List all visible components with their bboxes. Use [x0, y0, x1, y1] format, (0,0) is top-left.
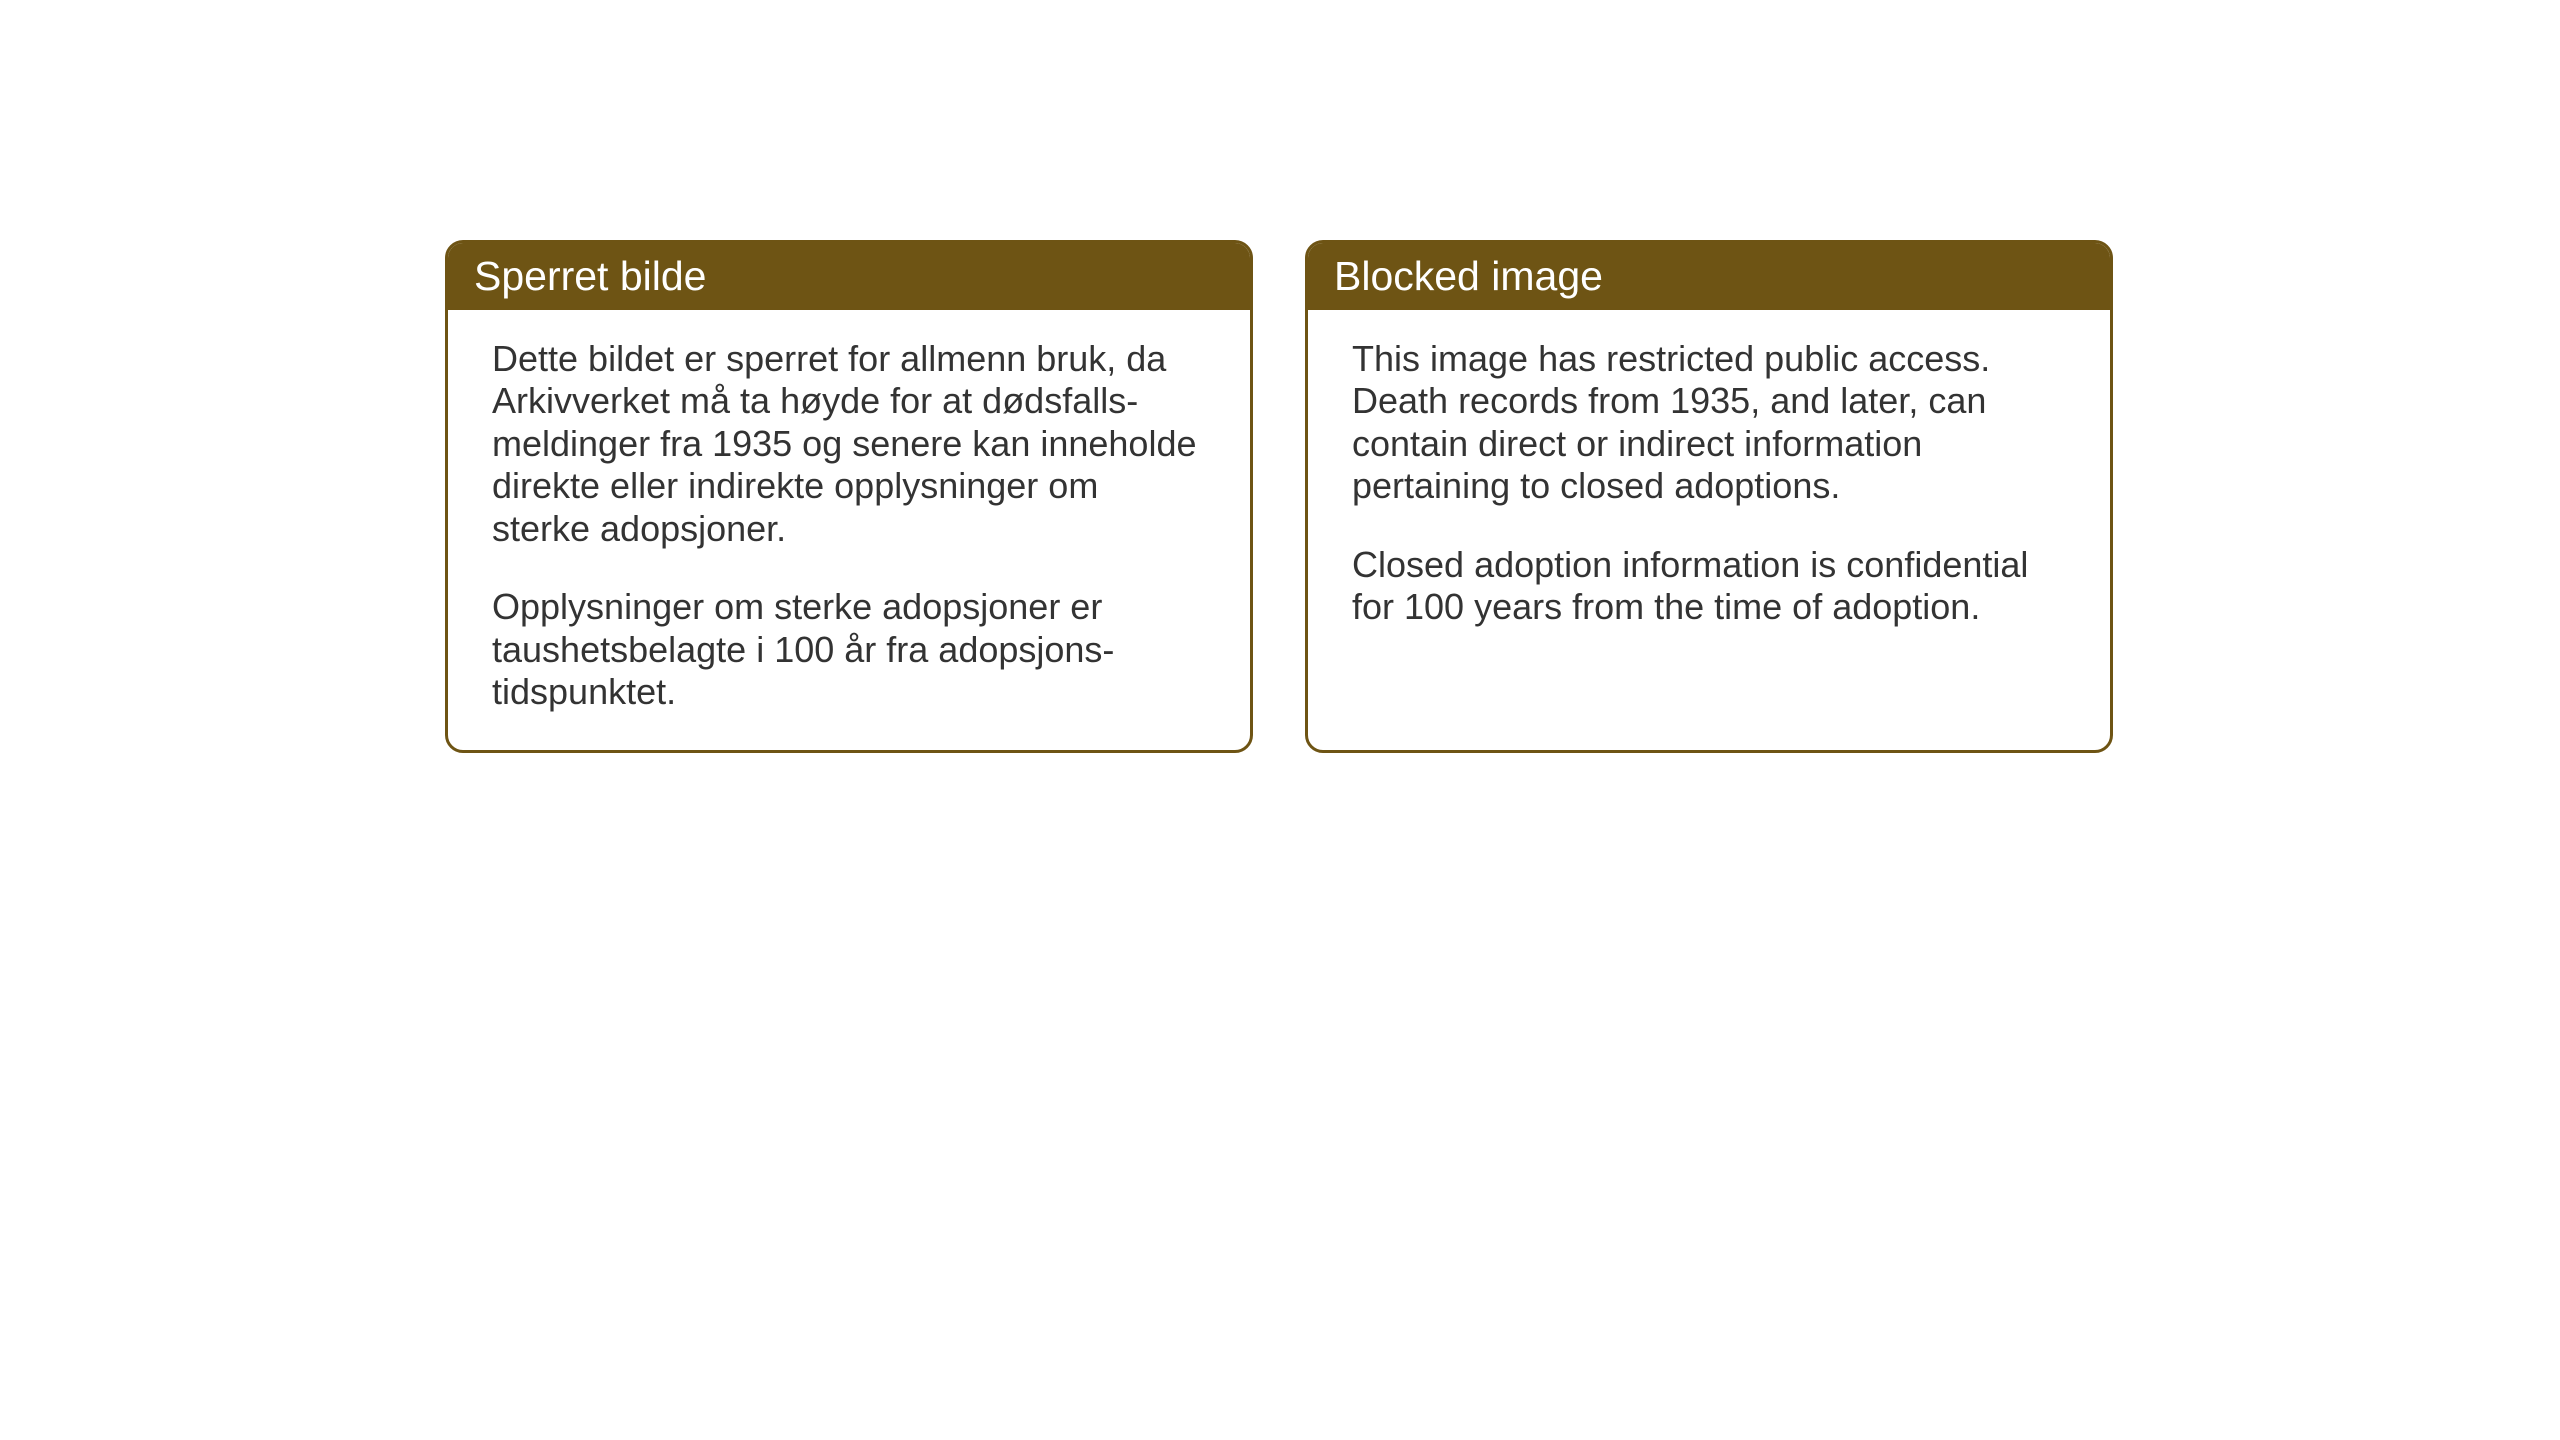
- norwegian-paragraph-2: Opplysninger om sterke adopsjoner er tau…: [492, 586, 1206, 713]
- english-card: Blocked image This image has restricted …: [1305, 240, 2113, 753]
- cards-container: Sperret bilde Dette bildet er sperret fo…: [445, 240, 2113, 753]
- english-card-body: This image has restricted public access.…: [1308, 310, 2110, 730]
- english-card-title: Blocked image: [1308, 243, 2110, 310]
- norwegian-card-title: Sperret bilde: [448, 243, 1250, 310]
- english-paragraph-1: This image has restricted public access.…: [1352, 338, 2066, 508]
- norwegian-paragraph-1: Dette bildet er sperret for allmenn bruk…: [492, 338, 1206, 550]
- english-paragraph-2: Closed adoption information is confident…: [1352, 544, 2066, 629]
- norwegian-card-body: Dette bildet er sperret for allmenn bruk…: [448, 310, 1250, 750]
- norwegian-card: Sperret bilde Dette bildet er sperret fo…: [445, 240, 1253, 753]
